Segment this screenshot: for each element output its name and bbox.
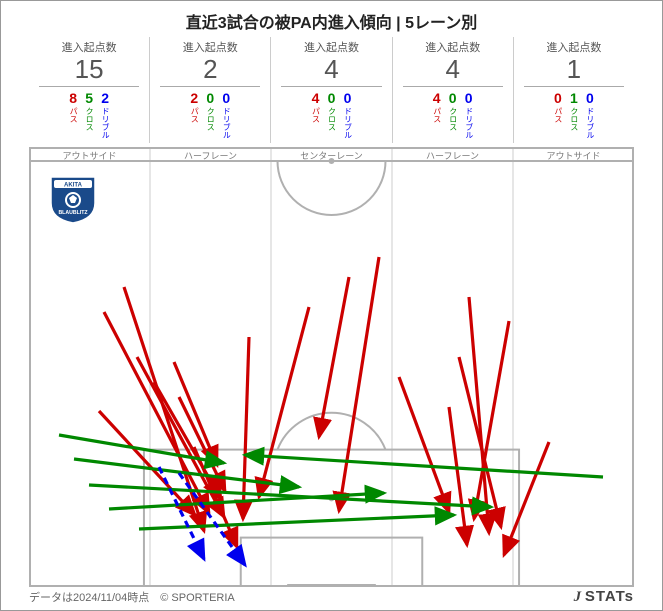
pitch-svg — [29, 147, 634, 587]
stat-label: 進入起点数 — [514, 39, 634, 55]
lane-name: ハーフレーン — [392, 149, 513, 162]
stat-breakdown: 4パス 0クロス 0ドリブル — [271, 91, 391, 139]
stat-breakdown: 4パス 0クロス 0ドリブル — [393, 91, 513, 139]
badge-main-text: BLAUBLITZ — [58, 210, 88, 216]
stat-total: 15 — [39, 55, 139, 87]
stat-total: 4 — [403, 55, 503, 87]
stat-label: 進入起点数 — [393, 39, 513, 55]
chart-container: 直近3試合の被PA内進入傾向 | 5レーン別 進入起点数 15 8パス 5クロス… — [0, 0, 663, 611]
stat-pass: 4パス — [433, 91, 441, 139]
lane-stat: 進入起点数 2 2パス 0クロス 0ドリブル — [150, 37, 271, 143]
stat-pass: 4パス — [312, 91, 320, 139]
lane-name: ハーフレーン — [150, 149, 271, 162]
stat-total: 1 — [524, 55, 624, 87]
stat-cross: 0クロス — [449, 91, 457, 139]
stat-breakdown: 0パス 1クロス 0ドリブル — [514, 91, 634, 139]
chart-title: 直近3試合の被PA内進入傾向 | 5レーン別 — [1, 1, 662, 37]
stat-dribble: 0ドリブル — [344, 91, 352, 139]
stat-label: 進入起点数 — [29, 39, 149, 55]
chart-footer: データは2024/11/04時点 © SPORTERIA J STATs — [1, 588, 662, 606]
footer-brand: J STATs — [574, 588, 634, 606]
lane-name: センターレーン — [271, 149, 392, 162]
stat-cross: 0クロス — [328, 91, 336, 139]
stat-label: 進入起点数 — [150, 39, 270, 55]
lane-stat: 進入起点数 4 4パス 0クロス 0ドリブル — [393, 37, 514, 143]
footer-credit: データは2024/11/04時点 © SPORTERIA — [29, 589, 235, 605]
stat-total: 2 — [160, 55, 260, 87]
lane-stat: 進入起点数 1 0パス 1クロス 0ドリブル — [514, 37, 634, 143]
stat-cross: 5クロス — [85, 91, 93, 139]
lane-names-row: アウトサイドハーフレーンセンターレーンハーフレーンアウトサイド — [29, 149, 634, 162]
stat-dribble: 0ドリブル — [222, 91, 230, 139]
lane-stat: 進入起点数 15 8パス 5クロス 2ドリブル — [29, 37, 150, 143]
stat-total: 4 — [281, 55, 381, 87]
badge-top-text: AKITA — [64, 182, 83, 188]
team-badge: AKITA BLAUBLITZ — [47, 173, 99, 230]
stat-cross: 1クロス — [570, 91, 578, 139]
stat-dribble: 0ドリブル — [465, 91, 473, 139]
stat-pass: 2パス — [190, 91, 198, 139]
lane-stats-row: 進入起点数 15 8パス 5クロス 2ドリブル 進入起点数 2 2パス 0クロス… — [1, 37, 662, 143]
lane-name: アウトサイド — [29, 149, 150, 162]
stat-breakdown: 8パス 5クロス 2ドリブル — [29, 91, 149, 139]
stat-breakdown: 2パス 0クロス 0ドリブル — [150, 91, 270, 139]
stat-pass: 8パス — [69, 91, 77, 139]
stat-label: 進入起点数 — [271, 39, 391, 55]
stat-dribble: 2ドリブル — [101, 91, 109, 139]
stat-dribble: 0ドリブル — [586, 91, 594, 139]
stat-pass: 0パス — [554, 91, 562, 139]
stat-cross: 0クロス — [206, 91, 214, 139]
pitch-wrap: アウトサイドハーフレーンセンターレーンハーフレーンアウトサイド AKITA BL… — [29, 147, 634, 592]
lane-name: アウトサイド — [513, 149, 634, 162]
lane-stat: 進入起点数 4 4パス 0クロス 0ドリブル — [271, 37, 392, 143]
